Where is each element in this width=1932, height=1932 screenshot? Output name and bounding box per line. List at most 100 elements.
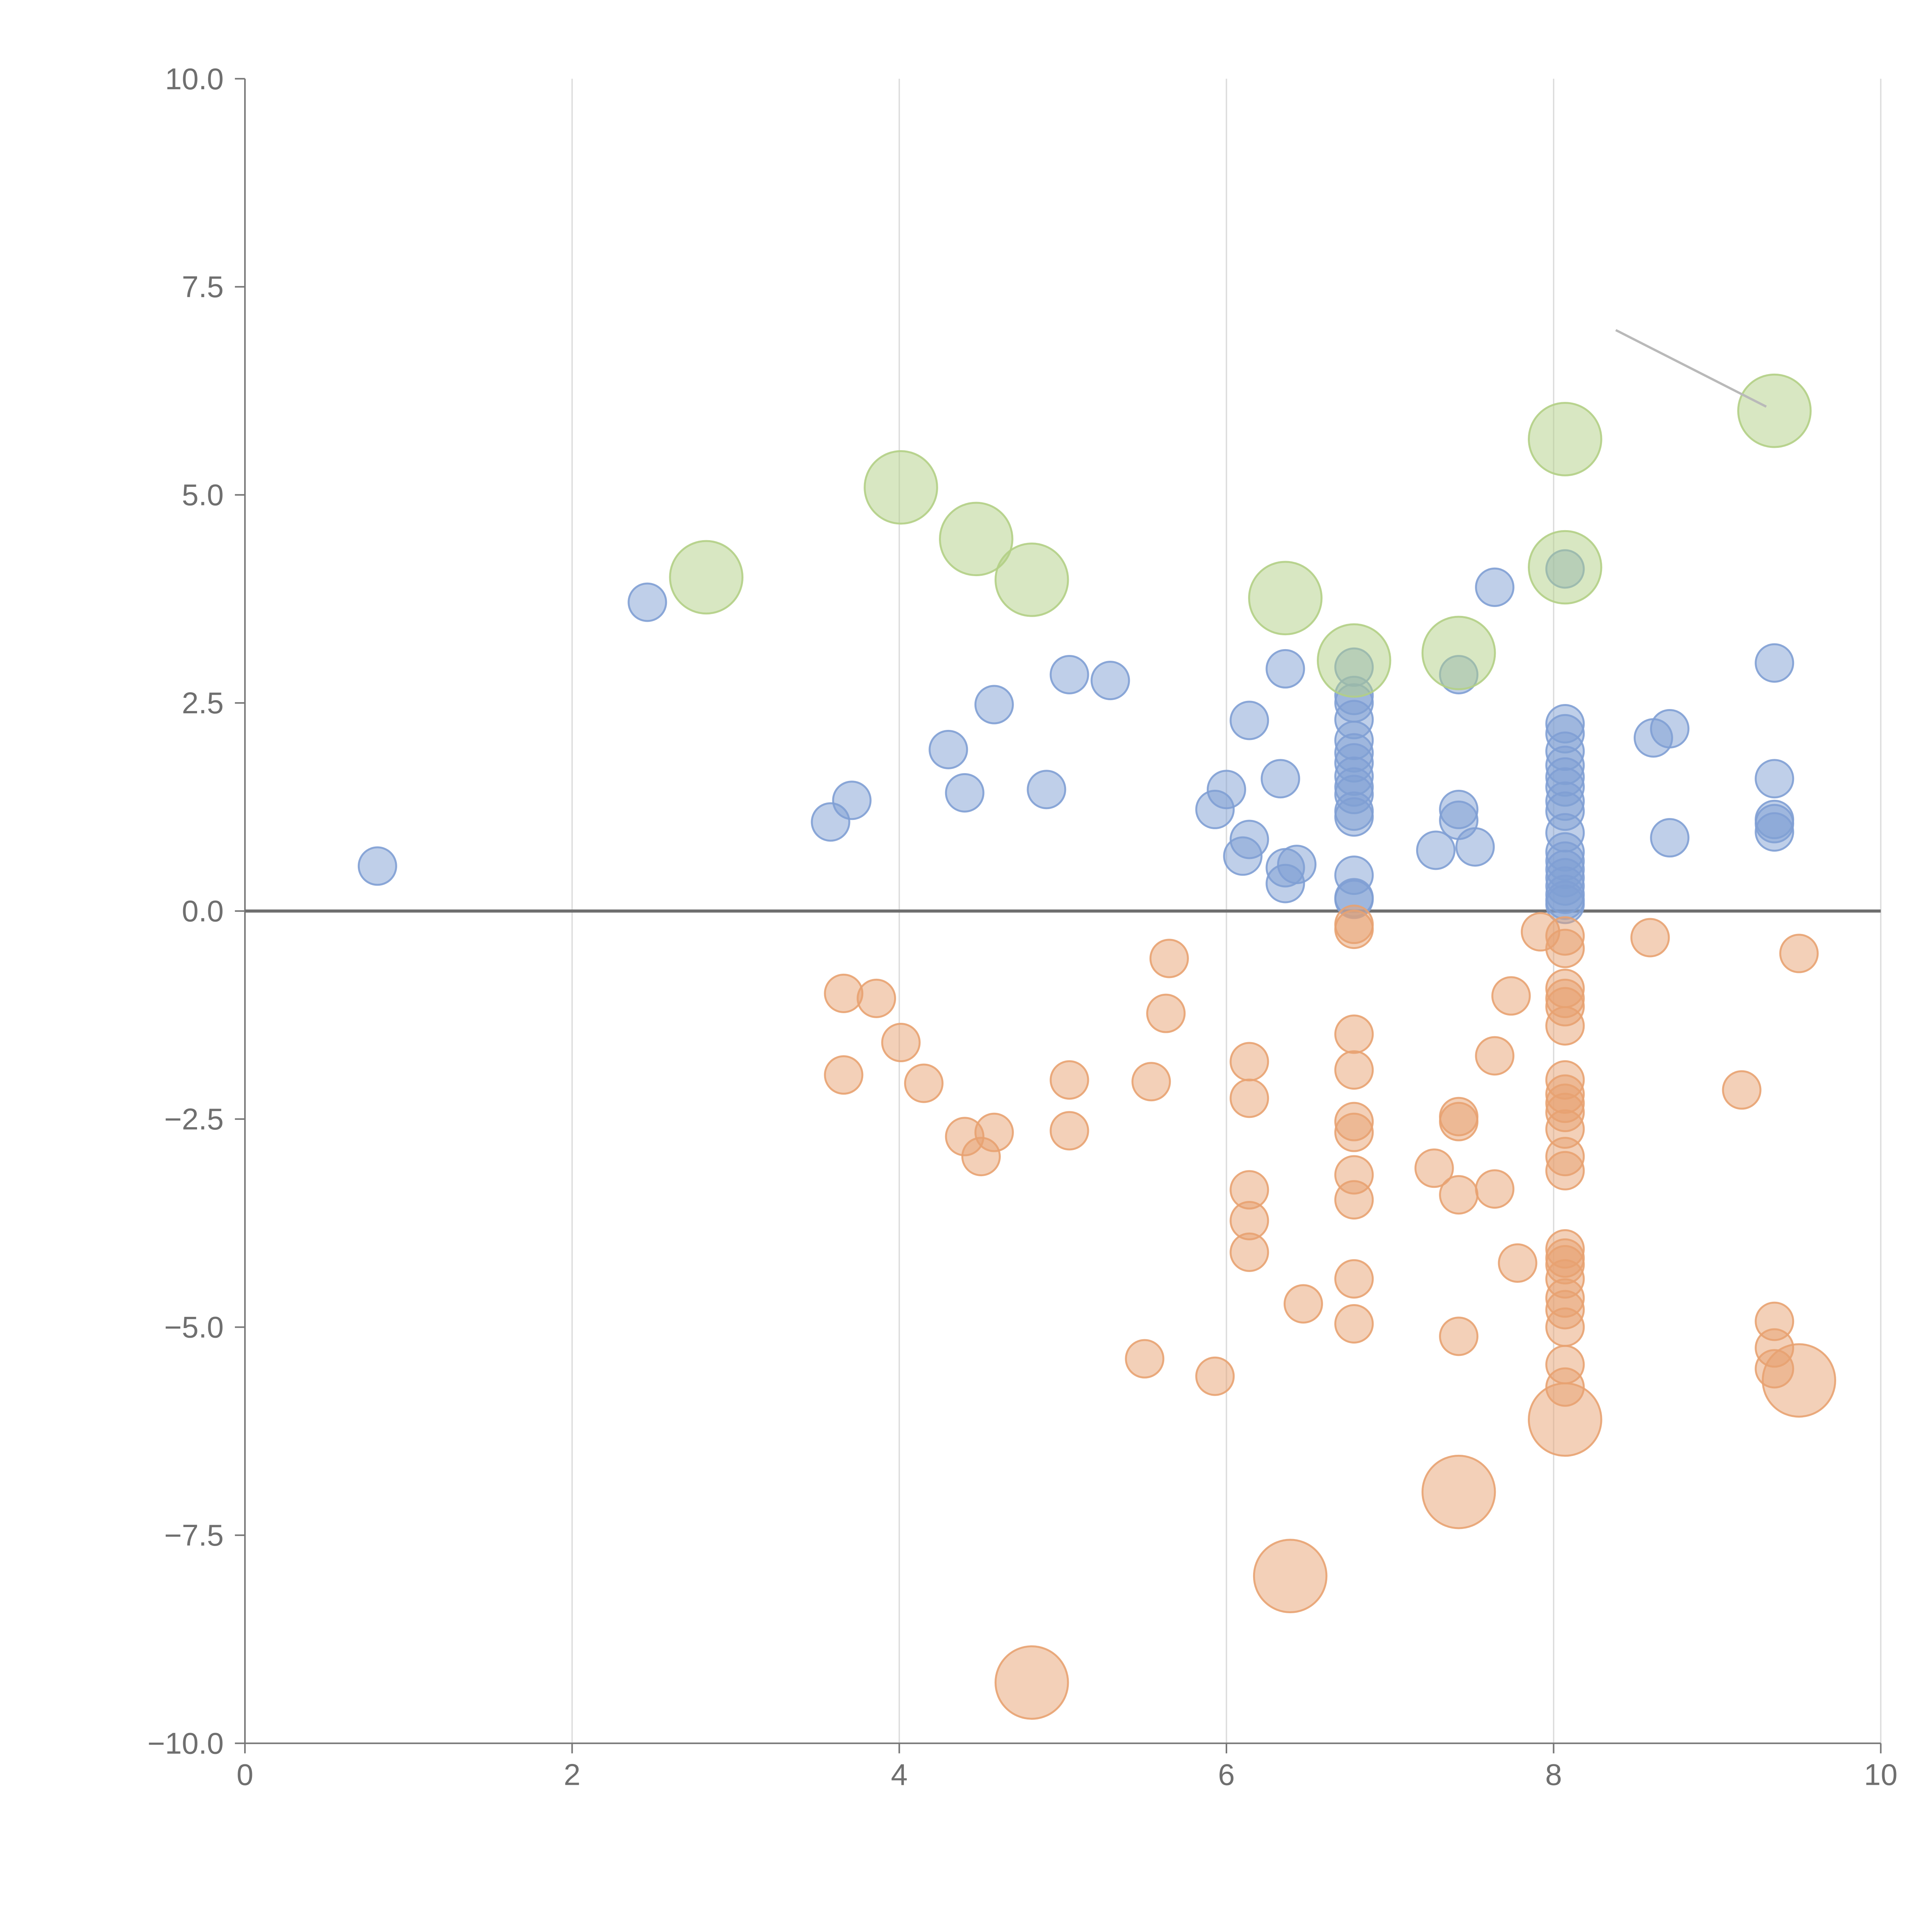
data-point bbox=[1762, 1343, 1837, 1418]
x-tick-label: 6 bbox=[1218, 1758, 1235, 1792]
data-point bbox=[1334, 1180, 1374, 1220]
data-point bbox=[1253, 1539, 1328, 1613]
data-point bbox=[1439, 1102, 1479, 1141]
data-point bbox=[1334, 1259, 1374, 1299]
data-point bbox=[1528, 1382, 1602, 1457]
data-point bbox=[1049, 1060, 1089, 1100]
data-point bbox=[1283, 1284, 1323, 1324]
data-point bbox=[1421, 1454, 1496, 1529]
data-point bbox=[1545, 929, 1585, 968]
data-point bbox=[1755, 759, 1794, 799]
data-point bbox=[1316, 623, 1391, 698]
series-3 bbox=[994, 1343, 1837, 1720]
y-tick-label: −5.0 bbox=[164, 1310, 224, 1344]
x-tick-label: 2 bbox=[564, 1758, 580, 1792]
data-point bbox=[939, 502, 1014, 577]
data-point bbox=[1027, 770, 1066, 810]
data-point bbox=[1528, 530, 1602, 605]
data-point bbox=[1230, 1042, 1269, 1082]
annotations bbox=[1615, 329, 1767, 408]
y-tick-label: −2.5 bbox=[164, 1102, 224, 1136]
data-point bbox=[1230, 820, 1269, 859]
series-1 bbox=[824, 905, 1819, 1407]
data-point bbox=[1260, 759, 1300, 799]
data-point bbox=[1149, 939, 1189, 978]
data-point bbox=[1334, 1304, 1374, 1344]
y-tick-label: −7.5 bbox=[164, 1518, 224, 1552]
data-point bbox=[1248, 561, 1323, 636]
annotation-leader-line bbox=[1615, 329, 1767, 408]
data-point bbox=[1414, 1148, 1454, 1188]
data-point bbox=[1416, 830, 1456, 870]
data-point bbox=[1650, 818, 1690, 858]
data-points bbox=[357, 373, 1837, 1720]
data-point bbox=[669, 540, 744, 615]
data-point bbox=[1475, 1036, 1515, 1076]
data-point bbox=[1439, 1175, 1479, 1215]
data-point bbox=[357, 846, 397, 886]
data-point bbox=[1125, 1339, 1165, 1379]
data-point bbox=[1650, 709, 1690, 748]
data-point bbox=[1334, 797, 1374, 837]
data-point bbox=[994, 1645, 1069, 1720]
data-point bbox=[1049, 655, 1089, 694]
data-point bbox=[1195, 1356, 1235, 1396]
x-tick-label: 8 bbox=[1545, 1758, 1562, 1792]
data-point bbox=[1049, 1111, 1089, 1151]
y-tick-label: 2.5 bbox=[182, 686, 223, 720]
data-point bbox=[929, 730, 968, 769]
data-point bbox=[1630, 918, 1670, 957]
data-point bbox=[857, 978, 896, 1018]
data-point bbox=[824, 1055, 864, 1095]
data-point bbox=[1206, 770, 1247, 810]
data-point bbox=[1755, 643, 1794, 683]
data-point bbox=[1265, 649, 1305, 689]
series-2 bbox=[669, 373, 1812, 698]
data-point bbox=[1146, 993, 1186, 1033]
data-point bbox=[1737, 373, 1812, 448]
data-point bbox=[1779, 934, 1819, 973]
data-point bbox=[1475, 567, 1515, 607]
data-point bbox=[1722, 1070, 1762, 1110]
data-point bbox=[1545, 1307, 1585, 1347]
y-tick-label: 5.0 bbox=[182, 478, 223, 512]
data-point bbox=[1545, 1006, 1585, 1046]
data-point bbox=[1421, 616, 1496, 690]
x-tick-label: 0 bbox=[236, 1758, 253, 1792]
x-tick-label: 4 bbox=[891, 1758, 908, 1792]
data-point bbox=[1230, 701, 1269, 740]
data-point bbox=[974, 685, 1014, 724]
data-point bbox=[1334, 1050, 1374, 1090]
axes: 0 2 4 6 8 10 10.0 7.5 5.0 2.5 0.0 −2.5 −5.0 −7.5 −10.0 bbox=[148, 62, 1898, 1792]
data-point bbox=[1475, 1169, 1515, 1209]
y-tick-label: −10.0 bbox=[148, 1726, 224, 1760]
data-point bbox=[832, 781, 872, 820]
y-tick-label: 10.0 bbox=[165, 62, 224, 96]
data-point bbox=[1090, 661, 1130, 701]
data-point bbox=[1455, 827, 1495, 867]
data-point bbox=[864, 450, 938, 525]
data-point bbox=[1131, 1062, 1171, 1102]
data-point bbox=[1528, 402, 1602, 476]
data-point bbox=[1334, 1112, 1374, 1152]
data-point bbox=[1439, 1316, 1479, 1356]
data-point bbox=[945, 773, 985, 813]
data-point bbox=[994, 543, 1069, 617]
y-tick-label: 0.0 bbox=[182, 894, 223, 928]
y-tick-label: 7.5 bbox=[182, 270, 223, 304]
data-point bbox=[881, 1023, 921, 1063]
data-point bbox=[1498, 1243, 1537, 1283]
data-point bbox=[1545, 1151, 1585, 1190]
data-point bbox=[628, 582, 667, 622]
data-point bbox=[824, 973, 864, 1013]
data-point bbox=[1334, 1014, 1374, 1054]
data-point bbox=[1230, 1078, 1269, 1118]
data-point bbox=[1277, 845, 1317, 884]
data-point bbox=[1755, 812, 1794, 852]
data-point bbox=[974, 1112, 1014, 1152]
data-point bbox=[904, 1063, 944, 1103]
x-tick-label: 10 bbox=[1864, 1758, 1898, 1792]
data-point bbox=[1334, 910, 1374, 949]
